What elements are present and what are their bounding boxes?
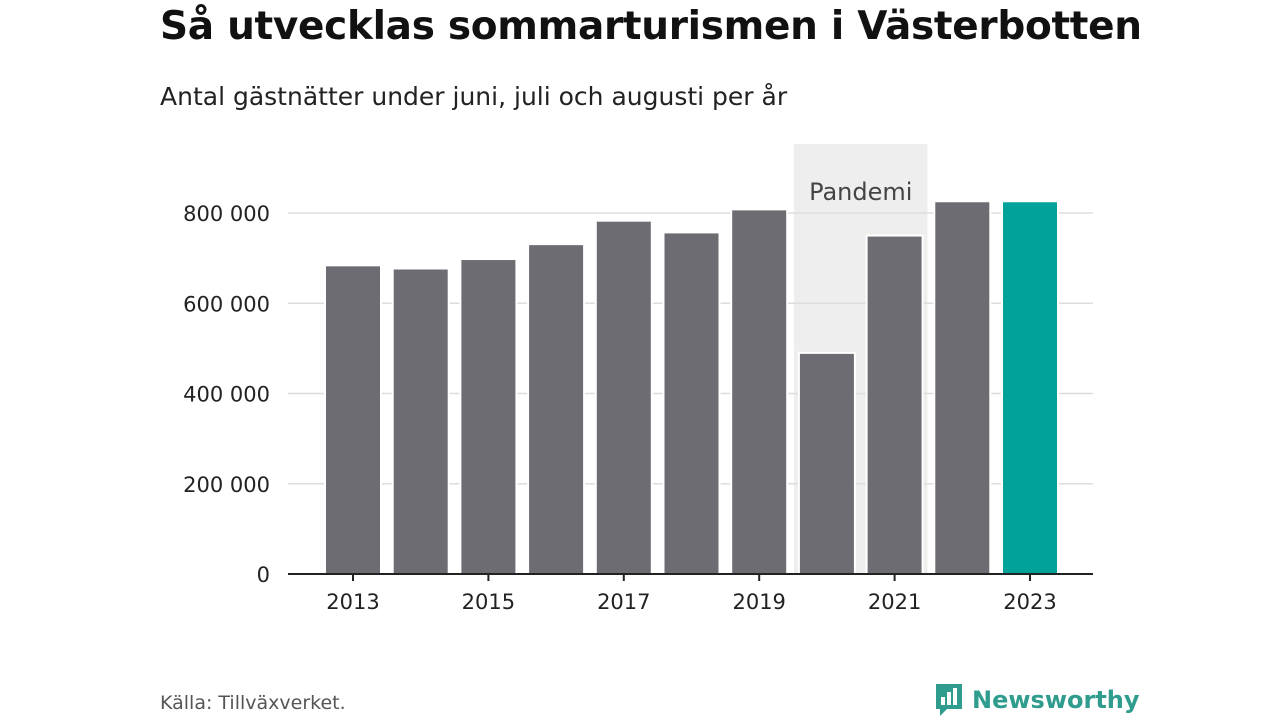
- y-tick-label: 600 000: [183, 292, 270, 316]
- bar-2022: [933, 200, 992, 576]
- y-tick-label: 800 000: [183, 202, 270, 226]
- y-tick-label: 400 000: [183, 383, 270, 407]
- bar-2014: [391, 267, 450, 575]
- bar-2021: [865, 234, 924, 575]
- y-tick-label: 0: [257, 563, 270, 587]
- chart-subtitle: Antal gästnätter under juni, juli och au…: [160, 82, 788, 111]
- x-tick-label: 2015: [462, 590, 515, 614]
- x-tick-label: 2023: [1003, 590, 1056, 614]
- bar-2016: [527, 243, 586, 575]
- bar-chart: Pandemi 0 200 000 400 000 600 000 800 000 201…: [183, 144, 1093, 614]
- brand-name: Newsworthy: [972, 686, 1140, 714]
- bar-2013: [324, 264, 382, 575]
- chart-title: Så utvecklas sommarturismen i Västerbott…: [160, 4, 1142, 49]
- bar-chart-speech-bubble-icon: [936, 684, 962, 716]
- x-tick-label: 2019: [732, 590, 785, 614]
- pandemic-label: Pandemi: [809, 178, 912, 206]
- source-note: Källa: Tillväxverket.: [160, 692, 346, 714]
- bar-2017: [594, 219, 653, 575]
- bar-2015: [459, 258, 518, 575]
- bar-2020: [797, 351, 856, 576]
- bar-2019: [730, 208, 789, 575]
- x-tick-label: 2021: [868, 590, 921, 614]
- x-tick-label: 2013: [326, 590, 379, 614]
- bar-2023: [1001, 200, 1059, 576]
- x-tick-label: 2017: [597, 590, 650, 614]
- y-tick-label: 200 000: [183, 473, 270, 497]
- brand-logo: Newsworthy: [934, 682, 1140, 718]
- bar-2018: [662, 231, 721, 575]
